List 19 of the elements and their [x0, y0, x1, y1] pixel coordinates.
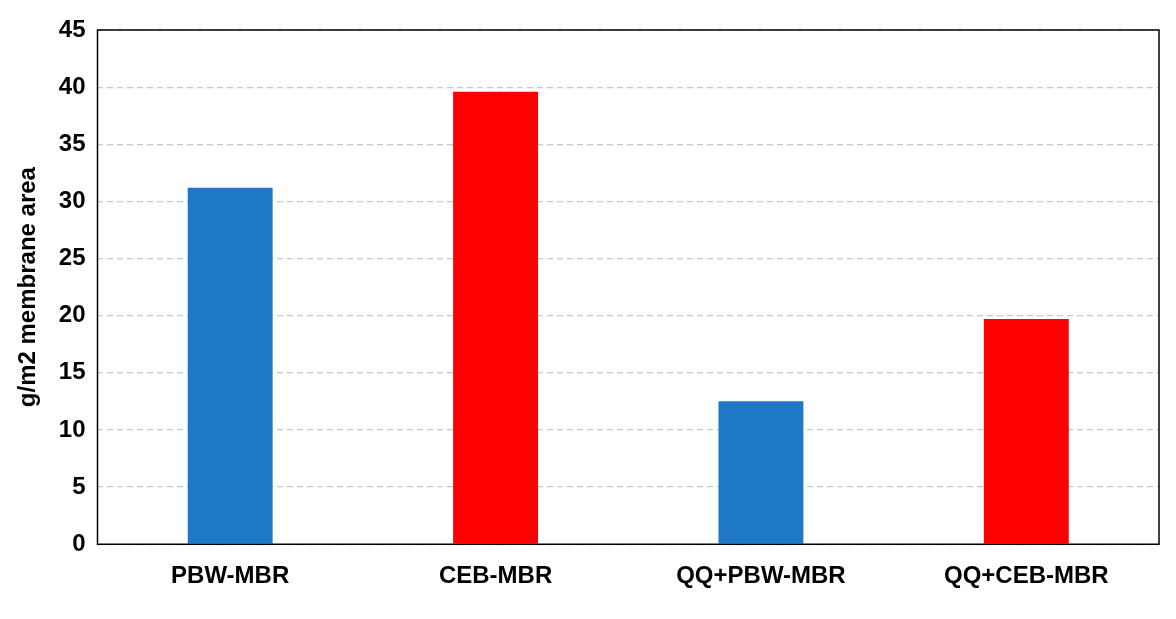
x-tick-label: QQ+CEB-MBR [943, 561, 1109, 589]
y-tick-label: 20 [58, 300, 86, 328]
bar [983, 319, 1069, 544]
x-tick-label: QQ+PBW-MBR [676, 561, 846, 589]
y-tick-label: 10 [58, 414, 86, 442]
y-tick-label: 25 [58, 243, 86, 271]
y-tick-label: 40 [58, 71, 86, 99]
y-axis-title: g/m2 membrane area [13, 166, 41, 408]
x-tick-label: CEB-MBR [438, 561, 553, 589]
y-tick-label: 5 [72, 471, 86, 499]
x-tick-label: PBW-MBR [171, 561, 290, 589]
bar [187, 187, 273, 544]
y-tick-label: 35 [58, 128, 86, 156]
y-tick-label: 0 [72, 528, 86, 556]
y-tick-label: 30 [58, 186, 86, 214]
y-tick-label: 45 [58, 14, 86, 42]
bar [453, 91, 539, 544]
bar [718, 401, 804, 544]
y-tick-label: 15 [58, 357, 86, 385]
